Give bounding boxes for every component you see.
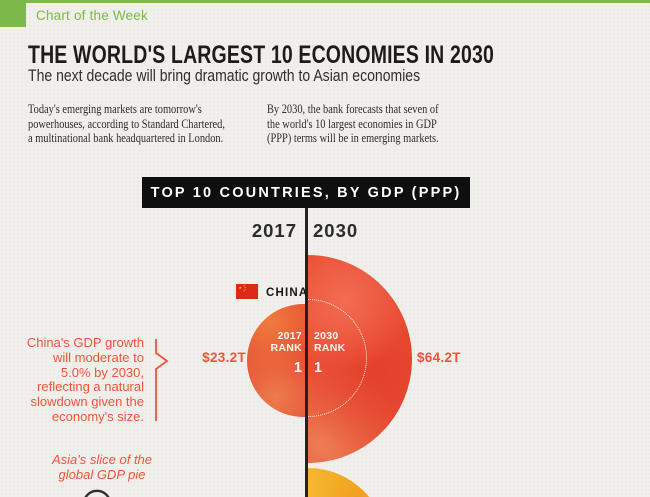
china-growth-annotation: China's GDP growth will moderate to 5.0%…: [26, 335, 144, 424]
page-subtitle: The next decade will bring dramatic grow…: [28, 67, 421, 85]
asia-slice-note: Asia's slice of the global GDP pie: [51, 452, 153, 482]
rank-year-2030: 2030: [314, 330, 339, 342]
intro-paragraph-left: Today's emerging markets are tomorrow's …: [28, 101, 225, 146]
column-label-2017: 2017: [251, 220, 297, 241]
china-flag-icon: [236, 284, 258, 299]
rank-value-2017: 1: [293, 360, 302, 376]
intro-paragraph-right: By 2030, the bank forecasts that seven o…: [267, 101, 439, 146]
pie-chart-icon: [84, 489, 110, 497]
brace-pointer-icon: [155, 339, 169, 421]
year-divider-line: [305, 208, 308, 497]
next-country-2030-gdp-circle-partial: [308, 468, 387, 497]
kicker-marker-icon: [0, 3, 26, 27]
rank-value-2030: 1: [314, 360, 323, 376]
page-title: THE WORLD'S LARGEST 10 ECONOMIES IN 2030: [28, 41, 494, 69]
top-accent-line: [0, 0, 650, 3]
rank-block-2017: 2017 RANK 1: [270, 330, 302, 376]
gdp-value-2030: $64.2T: [417, 350, 461, 365]
column-label-2030: 2030: [313, 220, 359, 241]
rank-block-2030: 2030 RANK 1: [314, 330, 346, 376]
gdp-value-2017: $23.2T: [202, 350, 246, 365]
rank-word-left: RANK: [270, 341, 302, 354]
rank-year-2017: 2017: [277, 330, 302, 342]
kicker-label: Chart of the Week: [36, 8, 148, 23]
chart-title-banner: TOP 10 COUNTRIES, BY GDP (PPP): [142, 177, 470, 208]
country-label-china: CHINA: [266, 287, 309, 299]
rank-word-right: RANK: [314, 341, 346, 354]
